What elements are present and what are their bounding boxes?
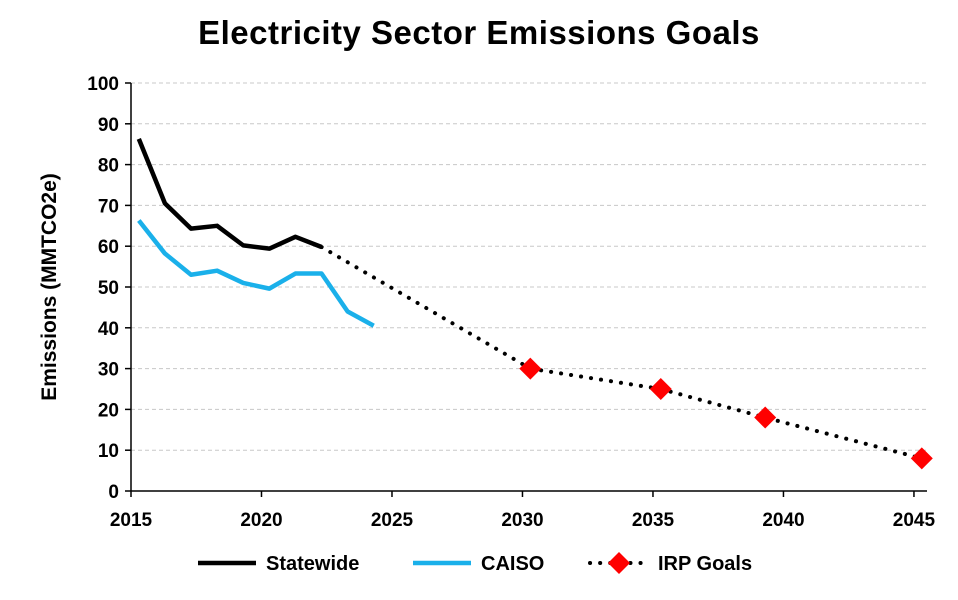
chart-title: Electricity Sector Emissions Goals bbox=[198, 14, 760, 51]
series-line-caiso bbox=[137, 219, 375, 328]
data-point-irp-goals bbox=[519, 357, 542, 380]
legend-label-caiso: CAISO bbox=[481, 553, 544, 575]
y-tick-label: 10 bbox=[98, 441, 119, 462]
x-tick-label: 2030 bbox=[501, 510, 543, 531]
x-tick-label: 2025 bbox=[371, 510, 414, 531]
x-tick-label: 2040 bbox=[762, 510, 804, 531]
series-line-statewide bbox=[136, 138, 323, 251]
x-tick-label: 2015 bbox=[110, 510, 153, 531]
data-point-irp-goals bbox=[754, 406, 777, 429]
y-tick-label: 50 bbox=[98, 278, 119, 299]
series-line-irp-goals bbox=[319, 245, 924, 461]
x-tick-label: 2045 bbox=[893, 510, 936, 531]
data-point-irp-goals bbox=[910, 447, 933, 470]
data-point-irp-goals bbox=[649, 378, 672, 400]
y-tick-label: 90 bbox=[98, 115, 119, 136]
legend-marker-irp-goals bbox=[608, 552, 630, 574]
y-tick-label: 30 bbox=[98, 360, 119, 381]
y-tick-label: 40 bbox=[98, 319, 119, 340]
y-tick-label: 0 bbox=[108, 482, 119, 503]
y-tick-label: 80 bbox=[98, 156, 119, 177]
y-tick-label: 60 bbox=[98, 237, 119, 258]
x-tick-label: 2020 bbox=[240, 510, 282, 531]
y-tick-label: 70 bbox=[98, 196, 119, 217]
y-tick-label: 20 bbox=[98, 400, 119, 421]
legend-label-irp-goals: IRP Goals bbox=[658, 553, 752, 575]
y-tick-label: 100 bbox=[87, 74, 119, 95]
legend-label-statewide: Statewide bbox=[266, 553, 359, 575]
y-axis-title: Emissions (MMTCO2e) bbox=[38, 173, 61, 401]
x-tick-label: 2035 bbox=[632, 510, 675, 531]
